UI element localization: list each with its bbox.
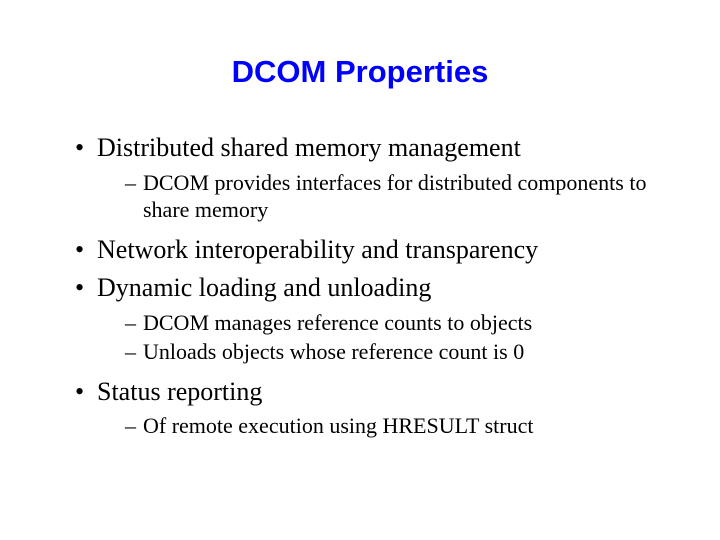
sub-bullet-item: Of remote execution using HRESULT struct [125,412,675,440]
bullet-item: Network interoperability and transparenc… [75,234,675,267]
bullet-item: Dynamic loading and unloading DCOM manag… [75,272,675,366]
bullet-text: Network interoperability and transparenc… [97,235,538,264]
sub-bullet-list: Of remote execution using HRESULT struct [97,412,675,440]
bullet-text: Dynamic loading and unloading [97,273,431,302]
sub-bullet-item: DCOM manages reference counts to objects [125,309,675,337]
bullet-text: Distributed shared memory management [97,133,521,162]
sub-bullet-item: Unloads objects whose reference count is… [125,338,675,366]
sub-bullet-item: DCOM provides interfaces for distributed… [125,169,675,224]
sub-bullet-list: DCOM manages reference counts to objects… [97,309,675,366]
sub-bullet-list: DCOM provides interfaces for distributed… [97,169,675,224]
bullet-list: Distributed shared memory management DCO… [45,132,675,440]
bullet-text: Status reporting [97,377,262,406]
slide-title: DCOM Properties [45,54,675,90]
bullet-item: Status reporting Of remote execution usi… [75,376,675,440]
bullet-item: Distributed shared memory management DCO… [75,132,675,224]
